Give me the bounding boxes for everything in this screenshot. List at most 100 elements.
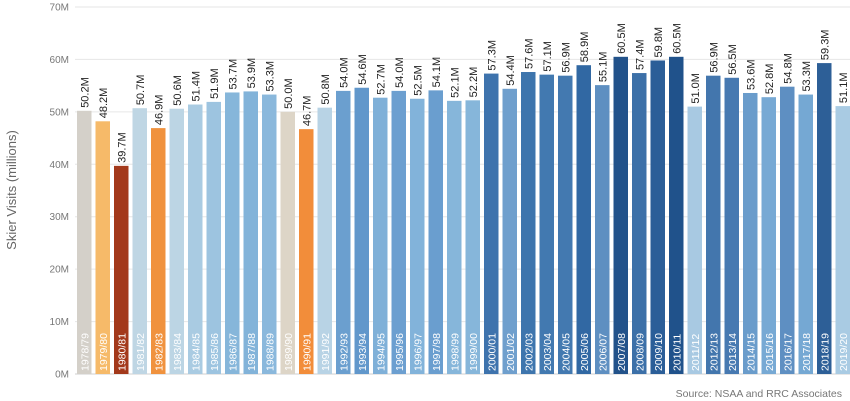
value-label: 52.8M [764,64,776,95]
category-label: 1981/82 [135,333,147,371]
bar-1991-92 [317,107,332,375]
value-label: 56.9M [560,42,572,73]
bar-2010-11 [669,56,684,375]
bar-2014-15 [743,92,758,375]
category-label: 1988/89 [264,333,276,371]
bar-2006-07 [595,85,610,375]
category-label: 1994/95 [375,333,387,371]
bar-2004-05 [558,75,573,374]
value-label: 56.9M [708,42,720,73]
bar-1990-91 [299,129,314,374]
bar-1993-94 [354,87,369,375]
bar-1984-85 [188,104,203,374]
category-label: 1990/91 [301,333,313,371]
value-label: 57.4M [634,39,646,70]
value-label: 54.8M [782,53,794,84]
bar-2017-18 [798,94,813,374]
value-label: 54.0M [394,57,406,88]
bar-2019-20 [835,106,850,374]
bar-1978-79 [77,110,92,375]
category-label: 1992/93 [338,333,350,371]
category-label: 1995/96 [394,333,406,371]
bar-1983-84 [169,108,184,374]
category-label: 1978/79 [79,333,91,371]
value-label: 59.3M [819,30,831,61]
value-label: 57.1M [542,41,554,72]
category-label: 2014/15 [745,333,757,371]
bar-1999-00 [465,100,480,374]
category-label: 1985/86 [209,333,221,371]
value-labels: 50.2M 48.2M 39.7M 50.7M 46.9M 50.6M 51.4M 51.9M… [79,23,850,163]
value-label: 55.1M [597,52,609,83]
category-label: 1986/87 [227,333,239,371]
value-label: 54.6M [357,54,369,85]
y-axis-label: Skier Visits (millions) [4,130,19,250]
value-label: 52.1M [449,67,461,98]
value-label: 50.7M [135,75,147,106]
category-label: 2009/10 [653,333,665,371]
value-label: 50.6M [172,75,184,106]
bar-2012-13 [706,75,721,374]
y-tick-label: 0M [55,370,69,381]
y-tick-label: 20M [50,265,69,276]
value-label: 46.9M [153,95,165,126]
bar-1980-81 [114,165,129,374]
y-tick-label: 40M [50,160,69,171]
value-label: 50.2M [79,77,91,108]
y-tick-label: 70M [50,3,69,14]
bar-2008-09 [632,73,647,374]
value-label: 53.3M [264,61,276,92]
category-label: 2004/05 [560,333,572,371]
category-label: 1993/94 [357,333,369,371]
category-label: 1991/92 [320,333,332,371]
bar-1981-82 [132,108,147,375]
source-note: Source: NSAA and RRC Associates [676,388,842,400]
category-label: 1984/85 [190,333,202,371]
value-label: 54.1M [431,57,443,88]
value-label: 52.5M [412,65,424,96]
category-label: 2012/13 [708,333,720,371]
bar-1995-96 [391,90,406,374]
category-label: 2007/08 [616,333,628,371]
category-label: 2008/09 [634,333,646,371]
bar-2002-03 [521,72,536,375]
bar-1988-89 [262,94,277,374]
category-label: 1989/90 [283,333,295,371]
bar-1997-98 [428,90,443,375]
bar-1998-99 [447,100,462,375]
bar-2005-06 [576,65,591,375]
bar-2000-01 [484,73,499,374]
category-label: 1980/81 [116,333,128,371]
category-label: 2016/17 [782,333,794,371]
category-label: 2001/02 [505,333,517,371]
category-label: 2005/06 [579,333,591,371]
category-label: 1997/98 [431,333,443,371]
value-label: 53.6M [745,59,757,90]
value-label: 51.1M [838,73,850,104]
category-label: 2017/18 [801,333,813,371]
category-labels: 1978/79 1979/80 1980/81 1981/82 1982/83 1983/… [79,333,850,371]
value-label: 52.7M [375,64,387,95]
bar-2011-12 [687,106,702,374]
category-label: 1999/00 [468,333,480,371]
bar-1985-86 [206,101,221,374]
value-label: 60.5M [671,23,683,54]
bar-2015-16 [761,97,776,375]
value-label: 53.9M [246,58,258,89]
category-label: 1979/80 [98,333,110,371]
category-label: 2015/16 [764,333,776,371]
category-label: 2018/19 [819,333,831,371]
category-label: 2011/12 [690,334,702,371]
bars [77,56,850,375]
category-label: 2006/07 [597,333,609,371]
bar-2007-08 [613,56,628,375]
value-label: 54.0M [338,57,350,88]
y-axis-ticks: 0M 10M 20M 30M 40M 50M 60M 70M [50,3,69,381]
y-tick-label: 60M [50,55,69,66]
value-label: 56.5M [727,44,739,75]
category-label: 2019/20 [838,333,850,371]
y-tick-label: 30M [50,212,69,223]
category-label: 2002/03 [523,333,535,371]
bar-1986-87 [225,92,240,375]
